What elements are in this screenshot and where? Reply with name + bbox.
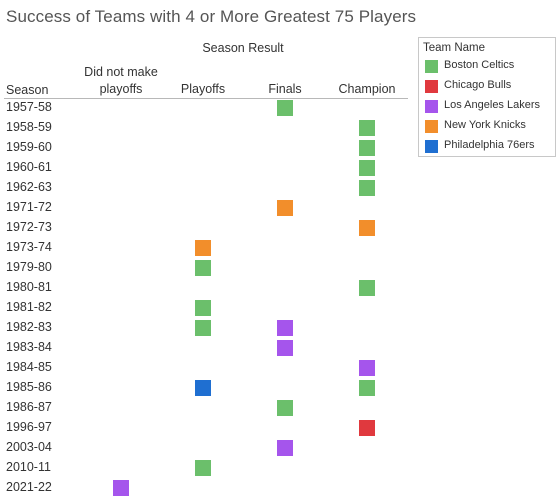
mark-1960-61-champion [359, 160, 375, 176]
legend-item-los-angeles-lakers[interactable]: Los Angeles Lakers [419, 97, 555, 117]
season-label-1984-85: 1984-85 [6, 360, 52, 374]
season-label-1983-84: 1983-84 [6, 340, 52, 354]
legend[interactable]: Team Name Boston Celtics Chicago Bulls Los… [418, 37, 556, 157]
legend-swatch [425, 80, 438, 93]
season-label-1979-80: 1979-80 [6, 260, 52, 274]
chart-marks [113, 100, 375, 496]
season-label-1982-83: 1982-83 [6, 320, 52, 334]
column-header-did-not-make-playoffs: Did not make playoffs [84, 65, 158, 96]
column-group-header: Season Result [202, 41, 284, 55]
mark-1982-83-finals [277, 320, 293, 336]
season-label-1971-72: 1971-72 [6, 200, 52, 214]
legend-item-boston-celtics[interactable]: Boston Celtics [419, 57, 555, 77]
legend-label: Chicago Bulls [444, 79, 512, 91]
season-label-1973-74: 1973-74 [6, 240, 52, 254]
mark-2021-22-did-not-make-playoffs [113, 480, 129, 496]
season-label-1972-73: 1972-73 [6, 220, 52, 234]
mark-2010-11-playoffs [195, 460, 211, 476]
legend-item-philadelphia-76ers[interactable]: Philadelphia 76ers [419, 137, 555, 157]
mark-1971-72-finals [277, 200, 293, 216]
legend-item-new-york-knicks[interactable]: New York Knicks [419, 117, 555, 137]
mark-1962-63-champion [359, 180, 375, 196]
mark-1972-73-champion [359, 220, 375, 236]
season-label-2010-11: 2010-11 [6, 460, 51, 474]
legend-label: Philadelphia 76ers [444, 139, 535, 151]
legend-swatch [425, 100, 438, 113]
mark-1984-85-champion [359, 360, 375, 376]
chart-title: Success of Teams with 4 or More Greatest… [6, 7, 417, 26]
season-label-2021-22: 2021-22 [6, 480, 52, 494]
season-label-1986-87: 1986-87 [6, 400, 52, 414]
mark-1980-81-champion [359, 280, 375, 296]
header-divider [4, 98, 408, 99]
column-header-playoffs: Playoffs [180, 82, 226, 96]
column-header-finals: Finals [268, 82, 302, 96]
season-label-1985-86: 1985-86 [6, 380, 52, 394]
season-label-1959-60: 1959-60 [6, 140, 52, 154]
season-label-1958-59: 1958-59 [6, 120, 52, 134]
mark-2003-04-finals [277, 440, 293, 456]
season-label-1960-61: 1960-61 [6, 160, 52, 174]
legend-title: Team Name [423, 42, 485, 54]
legend-swatch [425, 60, 438, 73]
mark-1958-59-champion [359, 120, 375, 136]
mark-1973-74-playoffs [195, 240, 211, 256]
mark-1959-60-champion [359, 140, 375, 156]
mark-1979-80-playoffs [195, 260, 211, 276]
mark-1957-58-finals [277, 100, 293, 116]
mark-1981-82-playoffs [195, 300, 211, 316]
mark-1985-86-champion [359, 380, 375, 396]
mark-1985-86-playoffs [195, 380, 211, 396]
season-label-1980-81: 1980-81 [6, 280, 52, 294]
legend-swatch [425, 140, 438, 153]
column-header-champion: Champion [338, 82, 396, 96]
legend-label: Los Angeles Lakers [444, 99, 541, 111]
season-label-1957-58: 1957-58 [6, 100, 52, 114]
season-label-1981-82: 1981-82 [6, 300, 52, 314]
mark-1983-84-finals [277, 340, 293, 356]
season-label-1962-63: 1962-63 [6, 180, 52, 194]
row-header-season: Season [6, 83, 49, 97]
legend-item-chicago-bulls[interactable]: Chicago Bulls [419, 77, 555, 97]
mark-1982-83-playoffs [195, 320, 211, 336]
mark-1996-97-champion [359, 420, 375, 436]
legend-label: Boston Celtics [444, 59, 515, 71]
season-label-2003-04: 2003-04 [6, 440, 52, 454]
legend-label: New York Knicks [444, 119, 526, 131]
mark-1986-87-finals [277, 400, 293, 416]
legend-swatch [425, 120, 438, 133]
season-label-1996-97: 1996-97 [6, 420, 52, 434]
